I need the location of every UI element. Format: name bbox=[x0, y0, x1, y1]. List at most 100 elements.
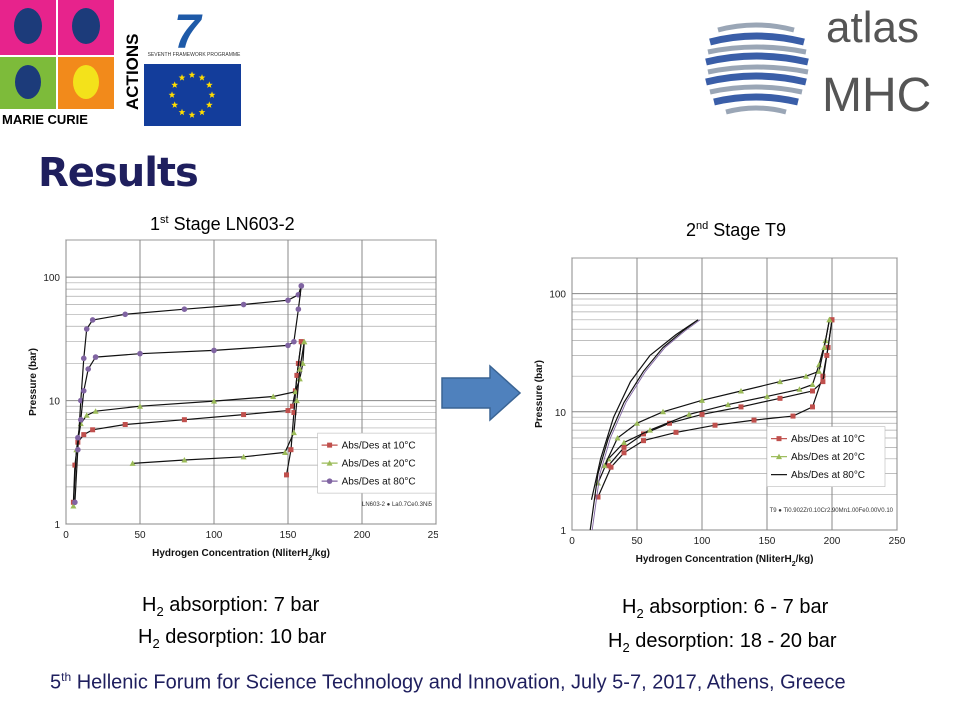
data-point bbox=[296, 366, 303, 372]
eu-star bbox=[208, 91, 216, 98]
y-tick-label: 10 bbox=[555, 408, 567, 419]
series-line bbox=[591, 319, 701, 531]
x-tick-label: 250 bbox=[428, 530, 438, 541]
h-symbol: H bbox=[142, 594, 157, 616]
stage2-rest: Stage T9 bbox=[708, 220, 786, 240]
atlas-logo-word: atlas bbox=[826, 3, 919, 52]
legend-entry: Abs/Des at 80°C bbox=[342, 477, 416, 488]
x-axis-label-sub: 2 bbox=[308, 555, 312, 562]
stage2-title: 2nd Stage T9 bbox=[686, 220, 786, 241]
y-tick-label: 100 bbox=[43, 273, 60, 284]
data-point bbox=[83, 412, 90, 418]
x-axis-label-post: /kg) bbox=[312, 548, 330, 559]
data-point bbox=[790, 413, 796, 419]
chart-stage2: 0 50 100 150 200 250 1 10 100 Hydrogen Concentrat… bbox=[534, 257, 906, 568]
data-point bbox=[293, 397, 300, 404]
data-point bbox=[810, 404, 815, 410]
x-tick-label: 200 bbox=[354, 530, 371, 541]
data-point bbox=[686, 411, 692, 417]
eu-star bbox=[178, 74, 186, 81]
data-point bbox=[241, 412, 247, 418]
x-tick-label: 50 bbox=[134, 530, 146, 541]
data-point bbox=[829, 317, 835, 323]
data-point bbox=[634, 420, 640, 426]
x-tick-label: 0 bbox=[569, 536, 575, 547]
legend-entry: Abs/Des at 10°C bbox=[791, 434, 865, 445]
data-point bbox=[70, 502, 77, 509]
data-point bbox=[776, 436, 782, 442]
eu-star bbox=[205, 81, 213, 88]
data-point bbox=[285, 297, 291, 304]
h-symbol: H bbox=[622, 596, 637, 618]
data-point bbox=[85, 366, 91, 372]
data-point bbox=[605, 463, 611, 469]
legend-entry: Abs/Des at 10°C bbox=[342, 441, 416, 452]
stage2-sup: nd bbox=[696, 220, 709, 232]
x-axis-label-pre: Hydrogen Concentration (NliterH bbox=[152, 548, 308, 559]
eu-star bbox=[188, 71, 196, 78]
data-point bbox=[777, 395, 783, 401]
data-point bbox=[712, 422, 718, 428]
footer-conference: 5th Hellenic Forum for Science Technolog… bbox=[50, 670, 846, 695]
data-point bbox=[181, 457, 188, 463]
x-tick-label: 250 bbox=[889, 536, 906, 547]
x-axis-label: Hydrogen Concentration (NliterH2/kg) bbox=[636, 554, 814, 568]
eu-star bbox=[188, 111, 196, 118]
y-tick-label: 10 bbox=[49, 397, 61, 408]
h-symbol: H bbox=[138, 626, 153, 648]
summary-left-desorption: H2 desorption: 10 bar bbox=[138, 626, 326, 651]
data-point bbox=[824, 352, 830, 358]
data-point bbox=[211, 398, 217, 404]
footer-num: 5 bbox=[50, 671, 62, 694]
legend-entry: Abs/Des at 20°C bbox=[342, 459, 416, 470]
fp7-logo: 7 SEVENTH FRAMEWORK PROGRAMME bbox=[144, 4, 244, 128]
data-point bbox=[803, 373, 809, 379]
x-axis-label-pre: Hydrogen Concentration (NliterH bbox=[636, 554, 792, 565]
data-point bbox=[284, 472, 290, 478]
eu-star bbox=[168, 91, 176, 98]
chart-note: T9 ● Ti0.902Zr0.10Cr2.90Mn1.00Fe0.00V0.1… bbox=[770, 508, 894, 514]
data-point bbox=[240, 301, 247, 308]
eu-star bbox=[178, 108, 186, 116]
data-point bbox=[90, 427, 96, 433]
data-point bbox=[621, 450, 627, 456]
data-point bbox=[621, 444, 627, 450]
series-line bbox=[597, 319, 830, 484]
data-point bbox=[809, 381, 816, 388]
data-point bbox=[291, 338, 297, 345]
summary-text: desorption: 10 bar bbox=[159, 626, 327, 648]
data-point bbox=[290, 429, 297, 436]
summary-left-absorption: H2 absorption: 7 bar bbox=[142, 594, 319, 619]
data-point bbox=[776, 453, 782, 460]
data-point bbox=[614, 435, 621, 441]
footer-sup: th bbox=[61, 670, 72, 684]
data-point bbox=[122, 421, 128, 427]
data-point bbox=[72, 499, 78, 506]
data-point bbox=[137, 350, 143, 357]
eu-stars-icon bbox=[168, 71, 216, 118]
eu-star bbox=[205, 101, 213, 108]
summary-right-absorption: H2 absorption: 6 - 7 bar bbox=[622, 596, 828, 621]
atlas-mhc-logo bbox=[700, 2, 940, 130]
data-point bbox=[764, 393, 770, 399]
data-point bbox=[288, 447, 294, 453]
x-axis-label: Hydrogen Concentration (NliterH2/kg) bbox=[152, 548, 330, 562]
series-line bbox=[132, 341, 305, 464]
data-point bbox=[92, 408, 99, 414]
data-point bbox=[240, 453, 247, 460]
h-subscript: 2 bbox=[156, 604, 164, 619]
summary-text: desorption: 18 - 20 bar bbox=[629, 630, 837, 652]
data-point bbox=[327, 442, 333, 448]
eu-star bbox=[171, 81, 179, 88]
data-point bbox=[181, 417, 187, 423]
data-point bbox=[621, 439, 627, 445]
data-point bbox=[211, 347, 217, 354]
data-point bbox=[641, 438, 646, 444]
chart-stage1: 0 50 100 150 200 250 1 10 100 Hydrogen Concentrat… bbox=[28, 239, 438, 562]
stage2-prefix: 2 bbox=[686, 220, 697, 240]
data-point bbox=[298, 339, 304, 345]
data-point bbox=[820, 373, 826, 379]
summary-right-desorption: H2 desorption: 18 - 20 bar bbox=[608, 630, 836, 655]
data-point bbox=[667, 420, 672, 426]
x-axis-label-post: /kg) bbox=[796, 554, 814, 565]
